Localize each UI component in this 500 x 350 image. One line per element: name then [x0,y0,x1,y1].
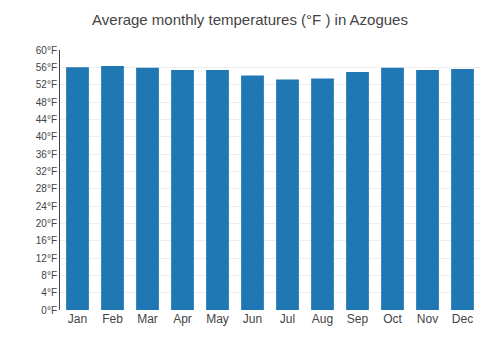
svg-text:28°F: 28°F [36,183,57,194]
svg-text:4°F: 4°F [41,287,57,298]
svg-text:8°F: 8°F [41,270,57,281]
svg-text:Oct: Oct [383,312,402,326]
svg-text:Feb: Feb [102,312,123,326]
svg-text:Jun: Jun [243,312,262,326]
svg-text:Dec: Dec [452,312,473,326]
svg-text:Average monthly temperatures (: Average monthly temperatures (°F ) in Az… [92,11,408,28]
svg-text:56°F: 56°F [36,62,57,73]
svg-text:32°F: 32°F [36,166,57,177]
svg-text:0°F: 0°F [41,305,57,316]
svg-text:40°F: 40°F [36,131,57,142]
svg-text:12°F: 12°F [36,253,57,264]
svg-text:Jan: Jan [68,312,87,326]
svg-text:Jul: Jul [280,312,295,326]
svg-text:20°F: 20°F [36,218,57,229]
svg-text:24°F: 24°F [36,201,57,212]
svg-text:Mar: Mar [137,312,158,326]
svg-text:48°F: 48°F [36,97,57,108]
svg-text:36°F: 36°F [36,149,57,160]
svg-text:Apr: Apr [173,312,192,326]
svg-text:44°F: 44°F [36,114,57,125]
svg-text:52°F: 52°F [36,79,57,90]
svg-text:May: May [206,312,229,326]
svg-text:Nov: Nov [417,312,438,326]
svg-text:60°F: 60°F [36,45,57,56]
svg-text:Aug: Aug [312,312,333,326]
svg-text:Sep: Sep [347,312,369,326]
svg-text:16°F: 16°F [36,235,57,246]
